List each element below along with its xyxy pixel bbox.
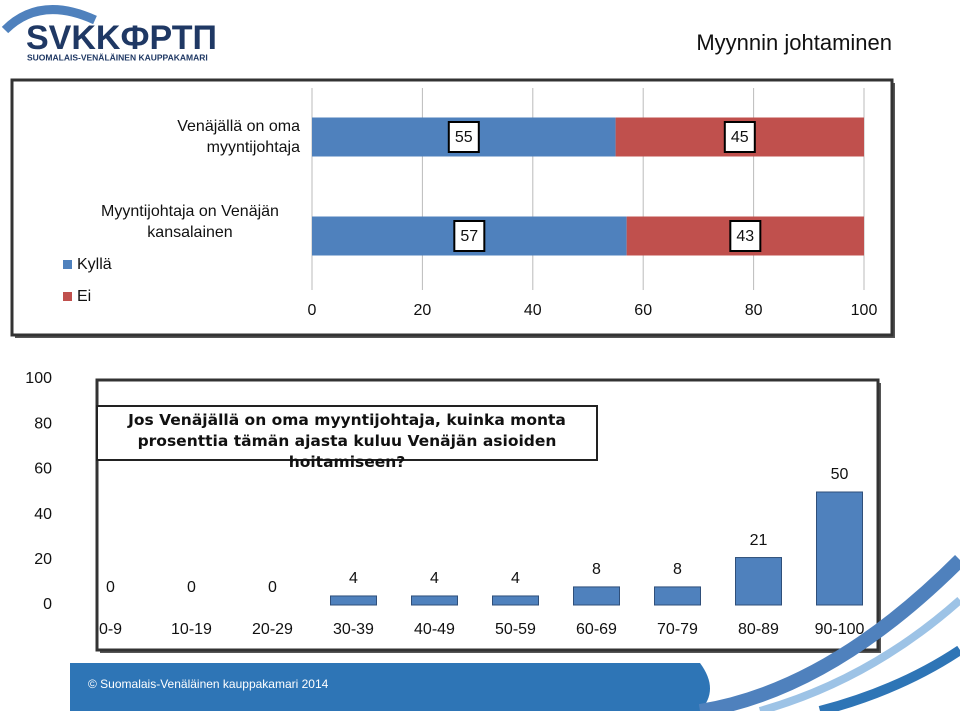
x-tick-label: 90-100 <box>815 621 865 638</box>
x-tick-label: 20-29 <box>252 621 293 638</box>
y-tick-label: 80 <box>34 415 52 432</box>
footer-band <box>70 663 710 711</box>
x-tick-label: 60-69 <box>576 621 617 638</box>
label-box <box>453 220 486 252</box>
x-tick-label: 0-9 <box>99 621 122 638</box>
category-label: Myyntijohtaja on Venäjän kansalainen <box>101 203 279 241</box>
value-label: 8 <box>592 561 601 578</box>
bar <box>816 491 863 606</box>
x-tick-label: 60 <box>634 302 652 319</box>
slide-title: Myynnin johtaminen <box>696 30 892 55</box>
y-tick-label: 100 <box>25 370 52 387</box>
value-label: 0 <box>106 579 115 596</box>
x-tick-label: 30-39 <box>333 621 374 638</box>
label-box <box>723 121 756 153</box>
value-label: 4 <box>430 570 439 587</box>
label-box <box>729 220 762 252</box>
legend-swatch <box>63 292 72 301</box>
swoosh <box>818 645 960 711</box>
bar <box>654 586 701 606</box>
x-tick-label: 40-49 <box>414 621 455 638</box>
x-tick-label: 100 <box>851 302 878 319</box>
category-label: Venäjällä on oma myyntijohtaja <box>177 118 300 156</box>
x-tick-label: 0 <box>308 302 317 319</box>
bar <box>735 557 782 606</box>
x-tick-label: 80-89 <box>738 621 779 638</box>
legend-label: Kyllä <box>77 256 112 273</box>
footer: © Suomalais-Venäläinen kauppakamari 2014 <box>88 677 329 691</box>
bar <box>330 595 377 606</box>
value-label: 43 <box>736 228 754 245</box>
annotation-box <box>96 405 598 461</box>
value-label: 0 <box>268 579 277 596</box>
x-tick-label: 20 <box>414 302 432 319</box>
x-tick-label: 10-19 <box>171 621 212 638</box>
annotation: Jos Venäjällä on oma myyntijohtaja, kuin… <box>128 411 566 471</box>
x-tick-label: 40 <box>524 302 542 319</box>
value-label: 55 <box>455 129 473 146</box>
value-label: 4 <box>511 570 520 587</box>
y-tick-label: 0 <box>43 596 52 613</box>
x-tick-label: 50-59 <box>495 621 536 638</box>
y-tick-label: 40 <box>34 506 52 523</box>
legend-label: Ei <box>77 288 91 305</box>
logo-subtitle: SUOMALAIS-VENÄLÄINEN KAUPPAKAMARI <box>27 52 208 62</box>
bar <box>492 595 539 606</box>
x-tick-label: 80 <box>745 302 763 319</box>
value-label: 21 <box>750 532 768 549</box>
bar <box>573 586 620 606</box>
value-label: 0 <box>187 579 196 596</box>
logo-swoosh <box>1 5 97 34</box>
y-tick-label: 20 <box>34 551 52 568</box>
label-box <box>447 121 480 153</box>
swoosh <box>758 597 960 711</box>
y-tick-label: 60 <box>34 461 52 478</box>
logo: SVKKФРТП <box>26 19 217 57</box>
value-label: 8 <box>673 561 682 578</box>
swoosh <box>698 555 960 711</box>
bar <box>411 595 458 606</box>
x-tick-label: 70-79 <box>657 621 698 638</box>
value-label: 45 <box>731 129 749 146</box>
legend-swatch <box>63 260 72 269</box>
value-label: 57 <box>460 228 478 245</box>
value-label: 50 <box>831 466 849 483</box>
value-label: 4 <box>349 570 358 587</box>
